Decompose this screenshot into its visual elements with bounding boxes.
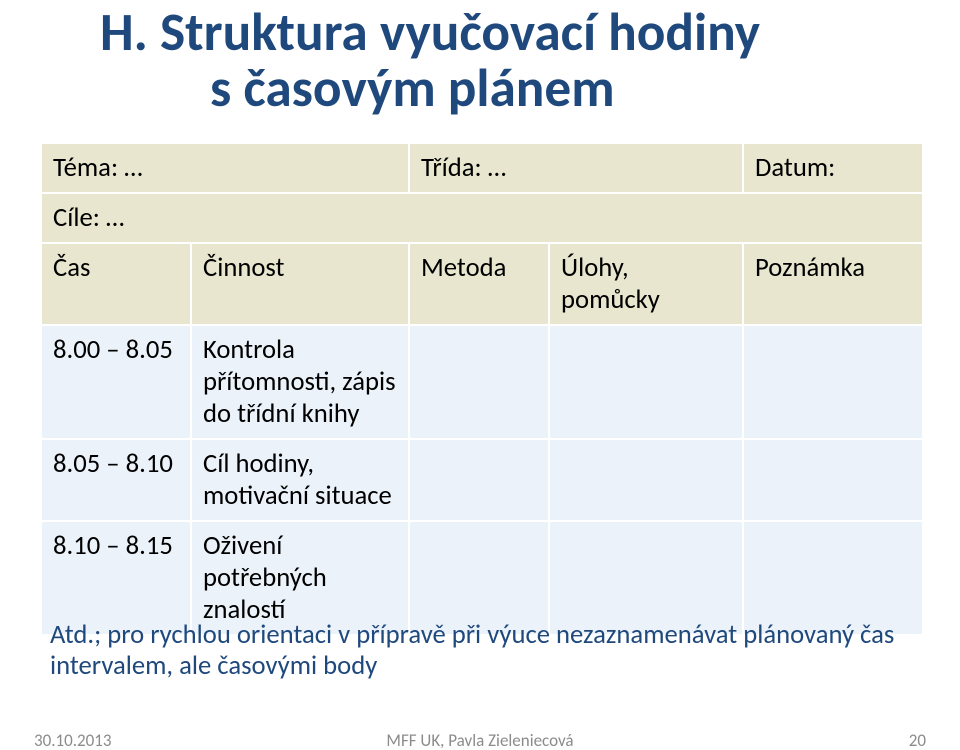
table-cell [743, 439, 923, 521]
title-line-1: H. Struktura vyučovací hodiny [100, 5, 900, 61]
table-cell [549, 439, 743, 521]
footer-center: MFF UK, Pavla Zieleniecová [0, 730, 960, 750]
table-cell: 8.00 – 8.05 [41, 325, 191, 439]
slide: { "title": { "line1": "H. Struktura vyuč… [0, 0, 960, 750]
plan-table-container: Téma: …Třída: …Datum:Cíle: …ČasČinnostMe… [40, 142, 922, 636]
table-cell [409, 325, 549, 439]
table-cell [549, 325, 743, 439]
table-cell: Třída: … [409, 143, 743, 193]
table-row: ČasČinnostMetodaÚlohy, pomůckyPoznámka [41, 243, 923, 325]
table-row: 8.10 – 8.15Oživení potřebných znalostí [41, 521, 923, 635]
table-cell: Datum: [743, 143, 923, 193]
table-cell: Činnost [191, 243, 409, 325]
table-cell: Kontrola přítomnosti, zápis do třídní kn… [191, 325, 409, 439]
table-cell: Čas [41, 243, 191, 325]
table-cell: 8.05 – 8.10 [41, 439, 191, 521]
table-cell [743, 521, 923, 635]
table-cell: 8.10 – 8.15 [41, 521, 191, 635]
slide-title: H. Struktura vyučovací hodiny s časovým … [100, 5, 900, 117]
note-text: Atd.; pro rychlou orientaci v přípravě p… [50, 620, 920, 681]
table-cell: Metoda [409, 243, 549, 325]
table-cell: Téma: … [41, 143, 409, 193]
table-row: Téma: …Třída: …Datum: [41, 143, 923, 193]
plan-table-body: Téma: …Třída: …Datum:Cíle: …ČasČinnostMe… [41, 143, 923, 635]
table-cell [409, 439, 549, 521]
plan-table: Téma: …Třída: …Datum:Cíle: …ČasČinnostMe… [40, 142, 924, 636]
table-row: 8.05 – 8.10Cíl hodiny, motivační situace [41, 439, 923, 521]
table-cell [409, 521, 549, 635]
table-cell: Úlohy, pomůcky [549, 243, 743, 325]
table-row: 8.00 – 8.05Kontrola přítomnosti, zápis d… [41, 325, 923, 439]
table-cell [743, 325, 923, 439]
title-line-2: s časovým plánem [100, 61, 900, 117]
footer-page: 20 [909, 730, 926, 750]
table-row: Cíle: … [41, 193, 923, 243]
table-cell: Cíl hodiny, motivační situace [191, 439, 409, 521]
table-cell [549, 521, 743, 635]
table-cell: Poznámka [743, 243, 923, 325]
table-cell: Cíle: … [41, 193, 923, 243]
table-cell: Oživení potřebných znalostí [191, 521, 409, 635]
